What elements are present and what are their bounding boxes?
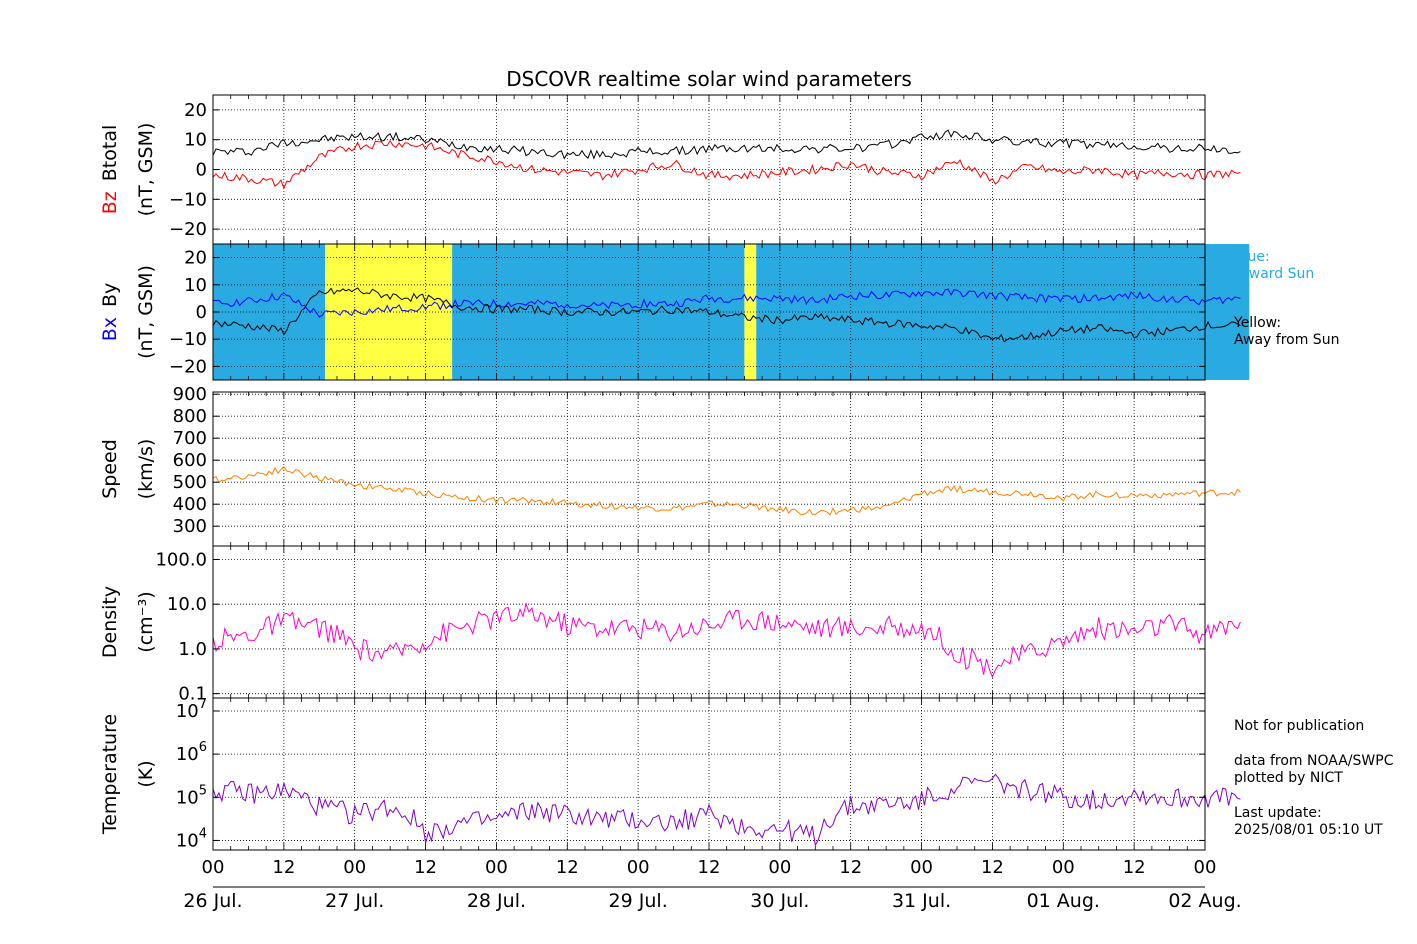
- y-tick-label: −20: [169, 356, 207, 377]
- x-date-label: 02 Aug.: [1168, 890, 1241, 912]
- not-for-publication-note: Not for publication: [1234, 718, 1364, 734]
- x-hour-label: 00: [910, 857, 933, 878]
- density-grid: [213, 546, 1205, 698]
- y-tick-label: −20: [169, 219, 207, 240]
- mag-panel: 20 10 0 −10 −20 BzBtotal (nT, GSM): [99, 94, 1241, 245]
- sector-band-toward: [213, 244, 326, 380]
- y-tick-label: −10: [169, 189, 207, 210]
- x-hour-label: 12: [272, 857, 295, 878]
- y-tick-label: 0: [196, 302, 207, 323]
- x-hour-label: 12: [556, 857, 579, 878]
- y-tick-label: −10: [169, 329, 207, 350]
- series-speed: [212, 466, 1241, 516]
- mag-ylabel-components: BzBtotal: [99, 125, 121, 215]
- x-date-label: 29 Jul.: [609, 890, 668, 912]
- x-date-label: 28 Jul.: [467, 890, 526, 912]
- speed-ylabel-0: Speed: [99, 439, 121, 499]
- y-tick-label: 600: [173, 450, 207, 471]
- panels: 20 10 0 −10 −20 BzBtotal (nT, GSM) 20 10 0 −10 −20 B…: [99, 94, 1250, 851]
- y-tick-label: 0: [196, 160, 207, 181]
- data-source-note: data from NOAA/SWPC: [1234, 753, 1394, 769]
- legend-yellow-title: Yellow:: [1233, 315, 1281, 331]
- speed-ylabel-1: (km/s): [135, 439, 157, 500]
- last-update-value: 2025/08/01 05:10 UT: [1234, 822, 1383, 838]
- x-hour-label: 12: [839, 857, 862, 878]
- speed-frame: [212, 391, 1206, 547]
- x-hour-label: 12: [414, 857, 437, 878]
- legend-blue-desc: Toward Sun: [1233, 266, 1314, 282]
- y-tick-label: 1.0: [178, 639, 207, 660]
- legend-blue-title: Blue:: [1234, 249, 1270, 265]
- mag-grid: [213, 95, 1205, 244]
- x-axis: 00 12 00 12 00 12 00 12 00 12 00 12 00 12 00 26 Jul. 27 …: [183, 857, 1241, 912]
- x-date-label: 30 Jul.: [750, 890, 809, 912]
- last-update-label: Last update:: [1234, 805, 1322, 821]
- y-tick-label: 400: [173, 494, 207, 515]
- y-tick-label: 0.1: [178, 684, 207, 705]
- temperature-grid: [213, 698, 1205, 850]
- sector-band-toward: [452, 244, 745, 380]
- series-bx: [212, 288, 1241, 318]
- x-date-label: 26 Jul.: [183, 890, 242, 912]
- temperature-panel: 107 106 105 104 Temperature (K): [99, 697, 1241, 851]
- y-tick-label: 106: [176, 740, 207, 765]
- x-hour-label: 00: [627, 857, 650, 878]
- figure-title: DSCOVR realtime solar wind parameters: [506, 67, 912, 91]
- y-tick-label: 10: [184, 275, 207, 296]
- series-temperature: [212, 773, 1241, 847]
- legend-yellow-desc: Away from Sun: [1234, 332, 1339, 348]
- series-by: [212, 287, 1241, 343]
- speed-grid: [213, 392, 1205, 546]
- y-tick-label: 700: [173, 428, 207, 449]
- x-hour-label: 12: [698, 857, 721, 878]
- temperature-ylabel-1: (K): [135, 760, 157, 787]
- imf-ylabel-units: (nT, GSM): [135, 265, 157, 359]
- y-tick-label: 800: [173, 406, 207, 427]
- y-tick-label: 20: [184, 248, 207, 269]
- plotted-by-note: plotted by NICT: [1234, 770, 1343, 786]
- mag-ylabel-units: (nT, GSM): [135, 123, 157, 217]
- x-date-label: 01 Aug.: [1027, 890, 1100, 912]
- y-tick-label: 104: [176, 826, 207, 851]
- imf-grid: [213, 244, 1205, 380]
- sector-band-away: [325, 244, 453, 380]
- series-density: [212, 602, 1241, 679]
- y-tick-label: 107: [176, 697, 207, 722]
- density-ylabel-1: (cm⁻³): [135, 591, 157, 652]
- x-hour-label: 00: [202, 857, 225, 878]
- y-tick-label: 100.0: [155, 549, 207, 570]
- x-hour-label: 00: [343, 857, 366, 878]
- y-tick-label: 10: [184, 130, 207, 151]
- density-ylabel-0: Density: [99, 586, 121, 658]
- x-hour-label: 00: [1052, 857, 1075, 878]
- x-date-label: 27 Jul.: [325, 890, 384, 912]
- imf-panel: 20 10 0 −10 −20 BxBy (nT, GSM): [99, 243, 1250, 381]
- y-tick-label: 300: [173, 516, 207, 537]
- x-hour-label: 00: [485, 857, 508, 878]
- x-date-label: 31 Jul.: [892, 890, 951, 912]
- imf-ylabel-components: BxBy: [99, 283, 121, 342]
- series-btotal: [212, 129, 1241, 160]
- y-tick-label: 20: [184, 100, 207, 121]
- density-panel: 100.0 10.0 1.0 0.1 Density (cm⁻³): [99, 545, 1241, 705]
- x-hour-label: 12: [981, 857, 1004, 878]
- y-tick-label: 900: [173, 384, 207, 405]
- x-hour-label: 00: [768, 857, 791, 878]
- x-hour-label: 12: [1123, 857, 1146, 878]
- y-tick-label: 105: [176, 783, 207, 808]
- x-hour-label: 00: [1194, 857, 1217, 878]
- series-bz: [212, 139, 1241, 190]
- temperature-ylabel-0: Temperature: [99, 714, 121, 835]
- y-tick-label: 10.0: [167, 594, 207, 615]
- y-tick-label: 500: [173, 472, 207, 493]
